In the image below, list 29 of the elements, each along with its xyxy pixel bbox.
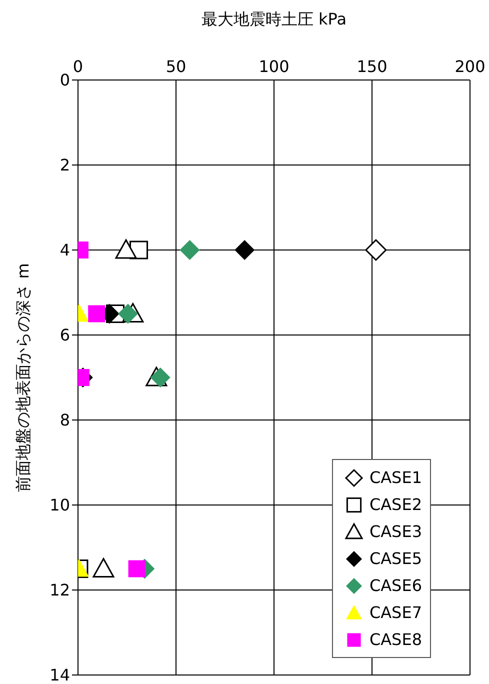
point bbox=[365, 239, 387, 261]
y-axis-title: 前面地盤の地表面からの深さ m bbox=[14, 263, 33, 492]
legend-label: CASE1 bbox=[369, 468, 422, 487]
point bbox=[150, 368, 170, 388]
y-tick-label: 2 bbox=[60, 156, 70, 175]
y-tick-label: 8 bbox=[60, 410, 70, 430]
x-tick-label: 200 bbox=[454, 57, 486, 76]
x-tick-label: 150 bbox=[356, 57, 388, 76]
x-axis-title: 最大地震時土圧 kPa bbox=[201, 9, 347, 28]
legend-label: CASE8 bbox=[369, 630, 422, 649]
x-tick-label: 100 bbox=[258, 57, 290, 76]
point bbox=[92, 558, 114, 578]
legend-label: CASE7 bbox=[369, 603, 422, 622]
x-tick-label: 0 bbox=[72, 57, 84, 76]
point bbox=[234, 240, 255, 260]
legend-label: CASE2 bbox=[369, 495, 422, 514]
legend-label: CASE3 bbox=[369, 522, 422, 541]
y-tick-label: 0 bbox=[60, 70, 70, 90]
x-tick-label: 50 bbox=[166, 57, 186, 76]
y-tick-label: 4 bbox=[60, 240, 70, 260]
point bbox=[180, 240, 200, 260]
legend-label: CASE5 bbox=[369, 549, 422, 568]
y-tick-label: 10 bbox=[50, 496, 70, 515]
point bbox=[118, 304, 138, 324]
legend-label: CASE6 bbox=[369, 576, 422, 595]
y-tick-label: 14 bbox=[50, 666, 70, 684]
y-tick-label: 12 bbox=[50, 580, 70, 600]
y-tick-label: 6 bbox=[60, 326, 70, 345]
point bbox=[115, 239, 137, 259]
